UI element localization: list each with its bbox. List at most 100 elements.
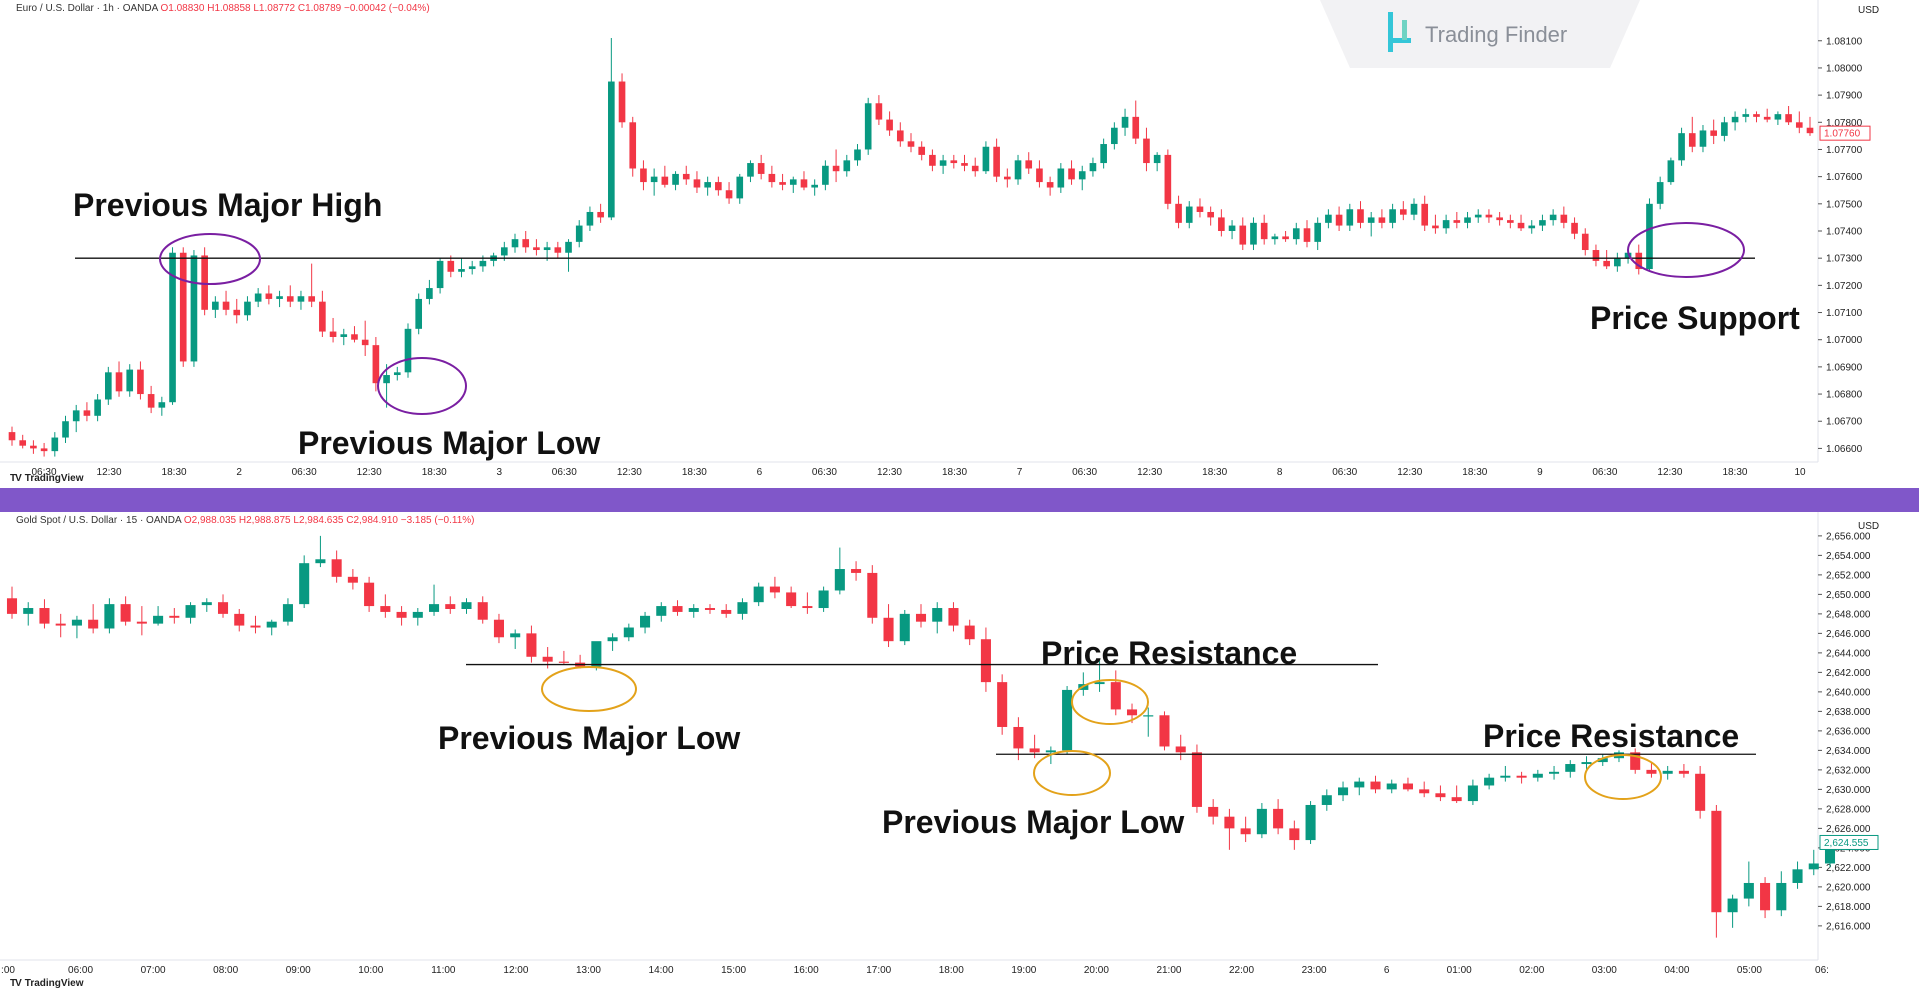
bearish-candle bbox=[351, 334, 358, 340]
price-tick-label: 2,618.000 bbox=[1826, 902, 1871, 913]
time-tick-label: 10 bbox=[1794, 467, 1806, 478]
bearish-candle bbox=[222, 301, 230, 310]
price-resistance-label-1: Price Resistance bbox=[1041, 635, 1297, 671]
time-tick-label: 06: bbox=[1815, 965, 1829, 976]
time-tick-label: 12:30 bbox=[877, 467, 902, 478]
price-tick-label: 1.06700 bbox=[1826, 417, 1863, 428]
time-tick-label: 8 bbox=[1277, 467, 1283, 478]
bearish-candle bbox=[693, 179, 701, 188]
support-circle bbox=[1627, 222, 1745, 278]
bearish-candle bbox=[1218, 217, 1225, 231]
bearish-candle bbox=[380, 606, 391, 612]
bearish-candle bbox=[721, 609, 732, 614]
bearish-candle bbox=[915, 613, 927, 622]
bullish-candle bbox=[1565, 764, 1576, 772]
bearish-candle bbox=[1159, 715, 1170, 747]
bullish-candle bbox=[479, 260, 487, 267]
bearish-candle bbox=[1289, 828, 1300, 841]
bullish-candle bbox=[1185, 206, 1193, 223]
eurusd-candlestick-chart[interactable]: USD 1.08100 1.08000 1.07900 1.07800 1.07700 1.… bbox=[0, 0, 1919, 488]
bullish-candle bbox=[458, 269, 465, 272]
bearish-candle bbox=[961, 163, 968, 166]
tradingview-logo[interactable]: TV TradingView bbox=[10, 978, 84, 989]
time-tick-label: 12:00 bbox=[503, 965, 528, 976]
time-tick-label: 6 bbox=[757, 467, 763, 478]
bearish-candle bbox=[1432, 225, 1439, 229]
section-divider bbox=[0, 488, 1919, 512]
tradingview-logo[interactable]: TV TradingView bbox=[10, 473, 84, 484]
brand-banner bbox=[1320, 0, 1640, 68]
price-tick-label: 2,628.000 bbox=[1826, 804, 1871, 815]
bullish-candle bbox=[297, 296, 305, 302]
bearish-candle bbox=[83, 410, 91, 416]
bullish-candle bbox=[94, 399, 101, 416]
bearish-candle bbox=[1630, 752, 1641, 770]
bearish-candle bbox=[1711, 810, 1722, 913]
time-tick-label: 23:00 bbox=[1302, 965, 1327, 976]
change-value: −3.185 (−0.11%) bbox=[400, 515, 475, 526]
bullish-candle bbox=[1774, 114, 1782, 120]
bullish-candle bbox=[1464, 217, 1471, 223]
bullish-candle bbox=[201, 602, 212, 606]
time-tick-label: 06:30 bbox=[1332, 467, 1357, 478]
tradingview-logo-text: TradingView bbox=[24, 473, 84, 484]
bearish-candle bbox=[715, 182, 722, 191]
bearish-candle bbox=[1004, 176, 1011, 180]
bearish-candle bbox=[1068, 168, 1075, 180]
bearish-candle bbox=[1378, 217, 1386, 223]
bearish-candle bbox=[1695, 773, 1706, 811]
eurusd-chart-panel[interactable]: Euro / U.S. Dollar · 1h · OANDA O1.08830… bbox=[0, 0, 1919, 488]
bullish-candle bbox=[1410, 203, 1418, 215]
bullish-candle bbox=[1678, 133, 1685, 161]
bearish-candle bbox=[896, 130, 904, 142]
bullish-candle bbox=[640, 615, 651, 628]
bullish-candle bbox=[1500, 775, 1511, 778]
bearish-candle bbox=[40, 448, 48, 452]
bearish-candle bbox=[201, 255, 208, 310]
time-tick-label: 17:00 bbox=[866, 965, 891, 976]
bearish-candle bbox=[597, 211, 604, 218]
previous-major-low-label-1: Previous Major Low bbox=[438, 720, 740, 756]
high-value: H1.08858 bbox=[207, 3, 251, 14]
bearish-candle bbox=[779, 182, 786, 185]
bullish-candle bbox=[1111, 127, 1118, 145]
bearish-candle bbox=[1581, 233, 1589, 251]
price-tick-label: 1.07100 bbox=[1826, 308, 1863, 319]
bearish-candle bbox=[907, 141, 915, 147]
bearish-candle bbox=[6, 598, 18, 614]
low-value: L2,984.635 bbox=[293, 515, 344, 526]
time-tick-label: 2 bbox=[236, 467, 242, 478]
bearish-candle bbox=[319, 301, 326, 332]
bullish-candle bbox=[982, 146, 990, 172]
bullish-candle bbox=[315, 559, 326, 564]
bullish-candle bbox=[404, 328, 412, 373]
time-tick-label: 07:00 bbox=[141, 965, 166, 976]
bearish-candle bbox=[331, 559, 342, 577]
bearish-candle bbox=[1516, 775, 1527, 778]
bullish-candle bbox=[276, 296, 283, 299]
bullish-candle bbox=[1776, 882, 1787, 911]
bearish-candle bbox=[364, 582, 375, 607]
xauusd-chart-panel[interactable]: Gold Spot / U.S. Dollar · 15 · OANDA O2,… bbox=[0, 512, 1919, 996]
bullish-candle bbox=[623, 627, 634, 638]
bearish-candle bbox=[832, 165, 840, 172]
bullish-candle bbox=[1078, 171, 1086, 180]
bullish-candle bbox=[436, 260, 444, 289]
bearish-candle bbox=[867, 572, 878, 618]
price-tick-label: 2,652.000 bbox=[1826, 570, 1871, 581]
eurusd-chart-header: Euro / U.S. Dollar · 1h · OANDA O1.08830… bbox=[16, 3, 430, 14]
price-tick-label: 1.07300 bbox=[1826, 254, 1863, 265]
bullish-candle bbox=[1808, 863, 1819, 870]
bearish-candle bbox=[1370, 781, 1381, 790]
bearish-candle bbox=[286, 296, 294, 302]
bearish-candle bbox=[558, 661, 569, 663]
bullish-candle bbox=[104, 604, 115, 629]
bullish-candle bbox=[1474, 214, 1482, 218]
bearish-candle bbox=[88, 619, 99, 629]
tradingview-logo-icon: TV bbox=[10, 978, 22, 989]
bearish-candle bbox=[361, 339, 369, 346]
bearish-candle bbox=[1453, 220, 1461, 223]
major-low-circle-1 bbox=[541, 666, 637, 712]
bearish-candle bbox=[661, 176, 669, 185]
